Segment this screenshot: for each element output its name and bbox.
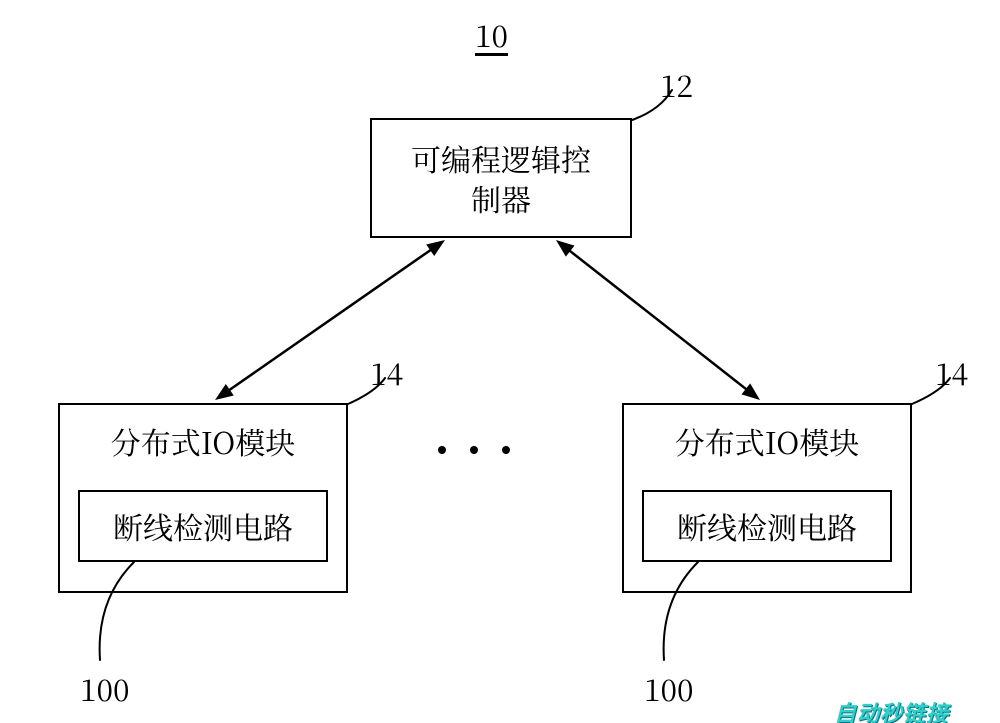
io-module-1-inner-text: 断线检测电路 xyxy=(113,504,293,548)
watermark-text: 自动秒链接 xyxy=(834,696,949,723)
io-module-2-inner: 断线检测电路 xyxy=(642,490,892,562)
io-module-2-inner-text: 断线检测电路 xyxy=(677,504,857,548)
plc-line2: 制器 xyxy=(471,176,531,220)
ref-100-left: 100 xyxy=(80,672,130,705)
ref-14-left: 14 xyxy=(370,356,403,389)
plc-box-text: 可编程逻辑控 制器 xyxy=(411,138,591,219)
ref-12: 12 xyxy=(660,68,693,101)
plc-line1: 可编程逻辑控 xyxy=(411,136,591,180)
ref-100-right: 100 xyxy=(644,672,694,705)
figure-number-top: 10 xyxy=(475,18,508,51)
io-module-1-title: 分布式IO模块 xyxy=(111,419,295,463)
ref-14-right: 14 xyxy=(935,356,968,389)
plc-box: 可编程逻辑控 制器 xyxy=(370,118,632,238)
svg-overlay xyxy=(0,0,1000,723)
io-module-1-inner: 断线检测电路 xyxy=(78,490,328,562)
io-module-2-title: 分布式IO模块 xyxy=(675,419,859,463)
